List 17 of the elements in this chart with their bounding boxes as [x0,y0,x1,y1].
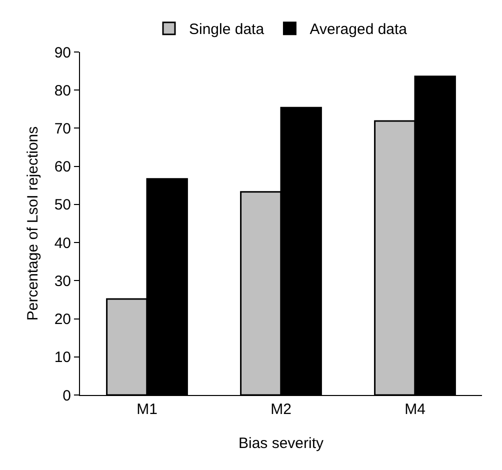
y-tick-label: 60 [54,158,71,176]
y-tick-label: 20 [54,311,71,328]
y-tick-label: 50 [54,196,71,214]
x-axis-title: Bias severity [238,435,324,452]
x-tick-label: M2 [270,401,292,418]
y-tick-label: 40 [54,234,71,252]
y-tick-label: 30 [54,272,71,290]
y-tick-label: 80 [54,82,71,100]
x-tick-label: M1 [136,401,158,418]
y-axis-title: Percentage of LsoI rejections [24,126,42,321]
x-tick-label: M4 [404,401,426,418]
legend-label: Averaged data [310,21,408,38]
y-tick-label: 70 [54,120,71,138]
y-tick-label: 90 [54,44,71,62]
y-tick-label: 0 [62,387,71,404]
legend-label: Single data [189,21,265,38]
y-tick-label: 10 [54,349,71,366]
